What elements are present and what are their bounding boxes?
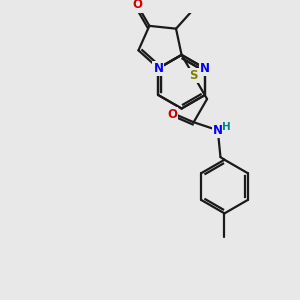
Text: N: N — [200, 62, 210, 75]
Text: S: S — [189, 69, 198, 82]
Text: O: O — [132, 0, 142, 11]
Text: N: N — [200, 62, 210, 75]
Text: N: N — [213, 124, 223, 137]
Text: O: O — [167, 108, 177, 121]
Text: H: H — [222, 122, 231, 132]
Text: N: N — [153, 62, 164, 75]
Text: N: N — [153, 62, 164, 75]
